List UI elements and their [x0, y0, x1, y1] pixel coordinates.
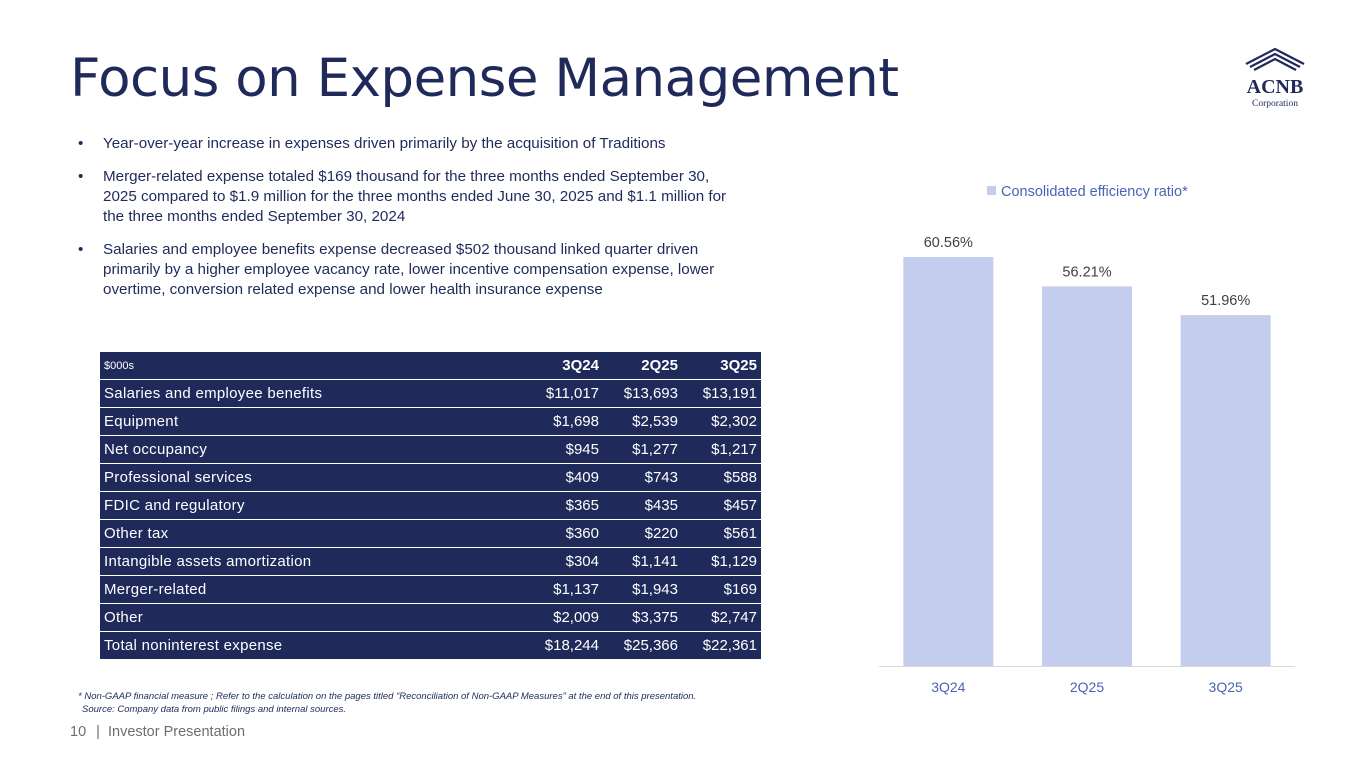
- row-label: FDIC and regulatory: [100, 491, 524, 520]
- row-label: Professional services: [100, 463, 524, 492]
- row-label: Intangible assets amortization: [100, 547, 524, 576]
- row-label: Salaries and employee benefits: [100, 379, 524, 408]
- row-value: $561: [682, 519, 761, 548]
- legend-label: Consolidated efficiency ratio*: [1001, 184, 1188, 200]
- row-value: $22,361: [682, 631, 761, 660]
- row-value: $360: [524, 519, 603, 548]
- bullet-item: Merger-related expense totaled $169 thou…: [78, 167, 738, 227]
- row-value: $3,375: [603, 603, 682, 632]
- row-label: Equipment: [100, 407, 524, 436]
- acnb-logo: ACNB Corporation: [1245, 47, 1305, 109]
- row-label: Other: [100, 603, 524, 632]
- row-value: $743: [603, 463, 682, 492]
- slide-footer: 10 | Investor Presentation: [70, 724, 245, 740]
- table-row: FDIC and regulatory $365 $435 $457: [100, 491, 761, 520]
- row-value: $2,302: [682, 407, 761, 436]
- row-value: $11,017: [524, 379, 603, 408]
- x-tick-label: 2Q25: [1070, 679, 1104, 695]
- row-value: $304: [524, 547, 603, 576]
- table-row: Professional services $409 $743 $588: [100, 463, 761, 492]
- row-value: $2,747: [682, 603, 761, 632]
- table-header-cell: 3Q25: [682, 352, 761, 380]
- table-row: Intangible assets amortization $304 $1,141…: [100, 547, 761, 576]
- table-row: Salaries and employee benefits $11,017 $13…: [100, 379, 761, 408]
- table-row: Merger-related $1,137 $1,943 $169: [100, 575, 761, 604]
- row-value: $13,191: [682, 379, 761, 408]
- footnote-line: Source: Company data from public filings…: [82, 703, 347, 715]
- table-header-row: $000s 3Q24 2Q25 3Q25: [100, 352, 761, 380]
- row-value: $1,137: [524, 575, 603, 604]
- row-value: $2,009: [524, 603, 603, 632]
- row-value: $409: [524, 463, 603, 492]
- footer-separator: |: [96, 724, 100, 740]
- footer-label: Investor Presentation: [107, 724, 246, 740]
- row-value: $220: [603, 519, 682, 548]
- row-value: $457: [682, 491, 761, 520]
- slide-title: Focus on Expense Management: [70, 48, 899, 109]
- chart-legend: Consolidated efficiency ratio*: [987, 184, 1188, 200]
- data-label: 51.96%: [1201, 293, 1250, 309]
- table-row: Total noninterest expense $18,244 $25,366 $…: [100, 631, 761, 660]
- table-row: Equipment $1,698 $2,539 $2,302: [100, 407, 761, 436]
- row-label: Total noninterest expense: [100, 631, 524, 660]
- row-value: $1,217: [682, 435, 761, 464]
- table-header-cell: 2Q25: [603, 352, 682, 380]
- x-tick-label: 3Q24: [931, 679, 965, 695]
- bar-2q25: [1042, 286, 1132, 666]
- bullet-item: Year-over-year increase in expenses driv…: [78, 134, 738, 154]
- bullet-item: Salaries and employee benefits expense d…: [78, 240, 738, 300]
- footnote-line: * Non-GAAP financial measure ; Refer to …: [78, 691, 697, 702]
- bar-3q25: [1180, 315, 1271, 666]
- row-value: $435: [603, 491, 682, 520]
- logo-subtitle: Corporation: [1252, 99, 1298, 109]
- row-value: $1,698: [524, 407, 603, 436]
- table-header-cell: 3Q24: [524, 352, 603, 380]
- row-label: Other tax: [100, 519, 524, 548]
- row-value: $18,244: [524, 631, 603, 660]
- table-row: Net occupancy $945 $1,277 $1,217: [100, 435, 761, 464]
- bar-3q24: [903, 257, 994, 666]
- row-value: $1,129: [682, 547, 761, 576]
- table-row: Other tax $360 $220 $561: [100, 519, 761, 548]
- page-number: 10: [70, 724, 87, 740]
- x-tick-label: 3Q25: [1209, 679, 1243, 695]
- footnote: * Non-GAAP financial measure ; Refer to …: [78, 691, 696, 716]
- row-value: $1,943: [603, 575, 682, 604]
- efficiency-ratio-chart: Consolidated efficiency ratio* 60.56% 3Q24…: [879, 184, 1295, 695]
- row-value: $2,539: [603, 407, 682, 436]
- legend-swatch: [987, 186, 996, 195]
- row-value: $945: [524, 435, 603, 464]
- table-header-cell: $000s: [100, 352, 524, 380]
- data-label: 60.56%: [924, 235, 973, 251]
- row-value: $169: [682, 575, 761, 604]
- data-label: 56.21%: [1062, 264, 1111, 280]
- row-value: $365: [524, 491, 603, 520]
- row-value: $25,366: [603, 631, 682, 660]
- row-label: Merger-related: [100, 575, 524, 604]
- row-label: Net occupancy: [100, 435, 524, 464]
- row-value: $588: [682, 463, 761, 492]
- table-body: Salaries and employee benefits $11,017 $13…: [100, 379, 761, 660]
- table-row: Other $2,009 $3,375 $2,747: [100, 603, 761, 632]
- logo-wordmark: ACNB: [1247, 76, 1304, 98]
- row-value: $13,693: [603, 379, 682, 408]
- bullet-list: Year-over-year increase in expenses driv…: [78, 134, 738, 313]
- row-value: $1,141: [603, 547, 682, 576]
- row-value: $1,277: [603, 435, 682, 464]
- expense-table: $000s 3Q24 2Q25 3Q25 Salaries and employ…: [100, 352, 761, 660]
